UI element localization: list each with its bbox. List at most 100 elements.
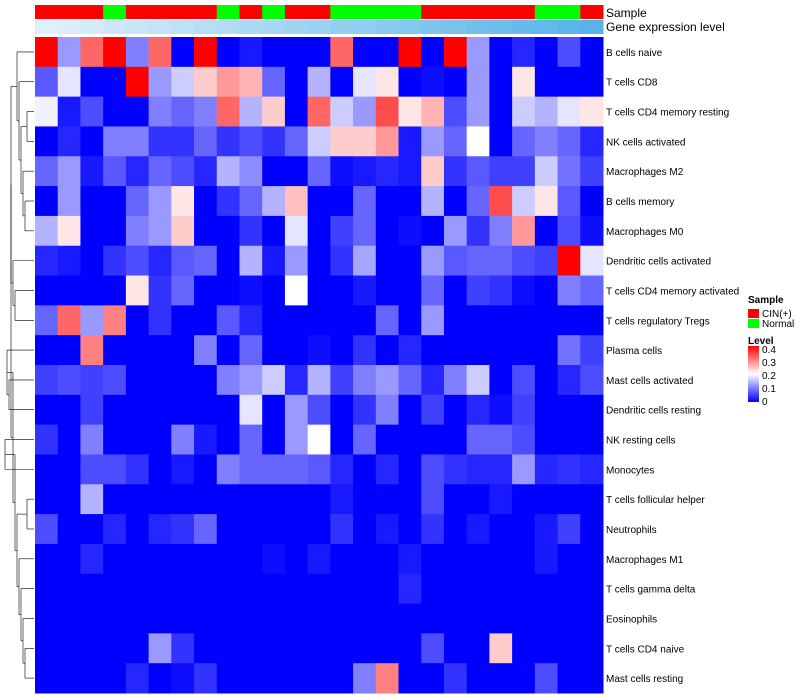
heatmap-cell	[512, 215, 536, 247]
heatmap-cell	[307, 424, 331, 455]
heatmap-cell	[194, 156, 218, 187]
heatmap-cell	[80, 96, 104, 127]
heatmap-cell	[216, 633, 240, 664]
heatmap-cell	[580, 454, 604, 485]
heatmap-cell	[194, 543, 218, 575]
heatmap-cell	[580, 37, 604, 68]
heatmap-cell	[466, 454, 490, 485]
heatmap-cell	[284, 633, 309, 664]
heatmap-cell	[443, 66, 468, 98]
expression-bar-cell	[489, 20, 513, 34]
heatmap-cells	[35, 37, 604, 694]
heatmap-cell	[171, 454, 195, 485]
heatmap-cell	[512, 573, 536, 605]
heatmap-cell	[489, 424, 513, 455]
heatmap-cell	[557, 96, 581, 127]
heatmap-cell	[103, 543, 127, 575]
heatmap-cell	[353, 454, 377, 485]
heatmap-cell	[534, 603, 559, 634]
heatmap-cell	[398, 543, 422, 575]
heatmap-cell	[57, 454, 81, 485]
heatmap-cell	[512, 543, 536, 575]
legend-label-cin: CIN(+)	[762, 309, 792, 320]
sample-bar-cell	[194, 5, 218, 19]
heatmap-cell	[194, 215, 218, 247]
heatmap-cell	[57, 305, 81, 336]
heatmap-cell	[239, 454, 263, 485]
heatmap-cell	[489, 96, 513, 127]
heatmap-cell	[57, 245, 81, 277]
heatmap-cell	[194, 424, 218, 455]
heatmap-cell	[103, 484, 127, 515]
heatmap-cell	[194, 454, 218, 485]
heatmap-cell	[103, 66, 127, 98]
heatmap-cell	[80, 335, 104, 366]
heatmap-cell	[489, 543, 513, 575]
heatmap-cell	[398, 514, 422, 545]
heatmap-cell	[398, 275, 422, 306]
heatmap-cell	[239, 66, 263, 98]
heatmap-cell	[466, 37, 490, 68]
heatmap-cell	[216, 96, 240, 127]
expression-bar-cell	[512, 20, 536, 34]
heatmap-cell	[580, 66, 604, 98]
heatmap-cell	[239, 424, 263, 455]
heatmap-cell	[466, 215, 490, 247]
heatmap-cell	[466, 335, 490, 366]
heatmap-cell	[375, 394, 400, 426]
heatmap-cell	[171, 215, 195, 247]
heatmap-cell	[330, 275, 354, 306]
heatmap-cell	[443, 245, 468, 277]
heatmap-cell	[443, 156, 468, 187]
heatmap-cell	[284, 126, 309, 157]
heatmap-cell	[103, 305, 127, 336]
heatmap-cell	[421, 156, 445, 187]
heatmap-cell	[330, 37, 354, 68]
heatmap-cell	[466, 394, 490, 426]
heatmap-cell	[103, 663, 127, 694]
heatmap-cell	[216, 543, 240, 575]
heatmap-cell	[284, 215, 309, 247]
expression-bar-cell	[148, 20, 172, 34]
heatmap-cell	[148, 663, 172, 694]
row-label: Mast cells activated	[606, 376, 693, 387]
heatmap-cell	[443, 573, 468, 605]
heatmap-cell	[35, 543, 59, 575]
heatmap-cell	[103, 215, 127, 247]
heatmap-cell	[580, 96, 604, 127]
heatmap-cell	[171, 365, 195, 396]
heatmap-cell	[284, 275, 309, 306]
sample-bar-cell	[307, 5, 331, 19]
heatmap-cell	[398, 66, 422, 98]
heatmap-cell	[35, 245, 59, 277]
expression-bar-cell	[125, 20, 150, 34]
heatmap-cell	[307, 365, 331, 396]
heatmap-cell	[489, 573, 513, 605]
heatmap-cell	[103, 335, 127, 366]
heatmap-cell	[512, 96, 536, 127]
heatmap-cell	[375, 454, 400, 485]
row-label: NK cells activated	[606, 137, 685, 148]
heatmap-cell	[148, 543, 172, 575]
heatmap-cell	[148, 573, 172, 605]
heatmap-cell	[307, 663, 331, 694]
heatmap-cell	[216, 335, 240, 366]
heatmap-cell	[330, 305, 354, 336]
heatmap-cell	[534, 514, 559, 545]
heatmap-cell	[557, 663, 581, 694]
heatmap-cell	[284, 37, 309, 68]
heatmap-cell	[489, 484, 513, 515]
heatmap-cell	[557, 424, 581, 455]
expression-bar-cell	[171, 20, 195, 34]
heatmap-cell	[80, 365, 104, 396]
heatmap-cell	[125, 663, 150, 694]
heatmap-cell	[80, 156, 104, 187]
heatmap-cell	[580, 305, 604, 336]
sample-bar-cell	[330, 5, 354, 19]
heatmap-cell	[421, 633, 445, 664]
heatmap-cell	[330, 394, 354, 426]
heatmap-cell	[398, 156, 422, 187]
heatmap-cell	[35, 96, 59, 127]
heatmap-cell	[148, 633, 172, 664]
heatmap-cell	[35, 156, 59, 187]
